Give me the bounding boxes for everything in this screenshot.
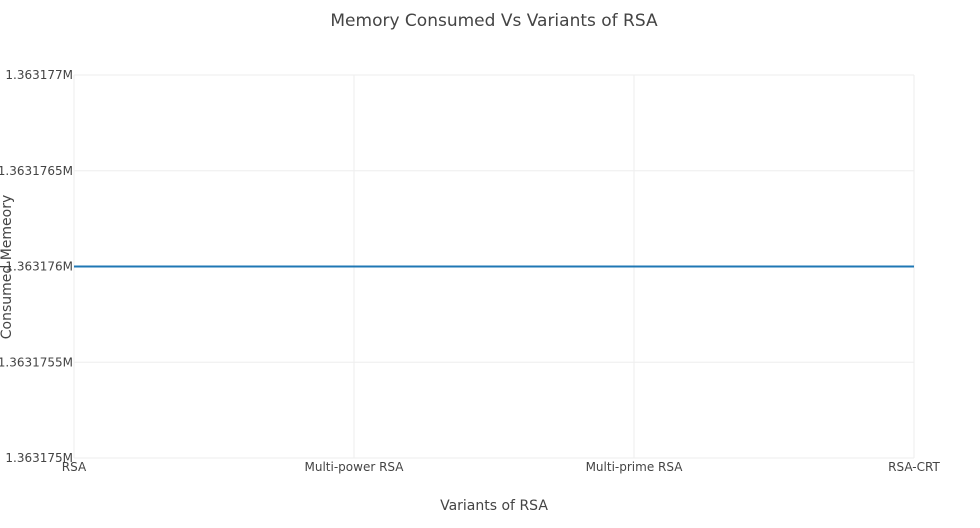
x-axis-ticks: RSA Multi-power RSA Multi-prime RSA RSA-CRT <box>62 460 941 474</box>
y-tick-label: 1.3631755M <box>0 355 73 369</box>
y-tick-label: 1.3631765M <box>0 164 73 178</box>
y-axis-title: Consumed Memeory <box>0 195 15 340</box>
y-tick-label: 1.363176M <box>5 260 73 274</box>
y-tick-label: 1.363177M <box>5 68 73 82</box>
x-tick-label: Multi-prime RSA <box>586 460 684 474</box>
y-tick-label: 1.363175M <box>5 451 73 465</box>
x-axis-title: Variants of RSA <box>440 498 548 514</box>
x-tick-label: Multi-power RSA <box>305 460 405 474</box>
x-tick-label: RSA-CRT <box>888 460 940 474</box>
x-tick-label: RSA <box>62 460 87 474</box>
y-axis-ticks: 1.363175M 1.3631755M 1.363176M 1.3631765M 1.… <box>0 68 73 465</box>
chart-title: Memory Consumed Vs Variants of RSA <box>330 11 658 31</box>
